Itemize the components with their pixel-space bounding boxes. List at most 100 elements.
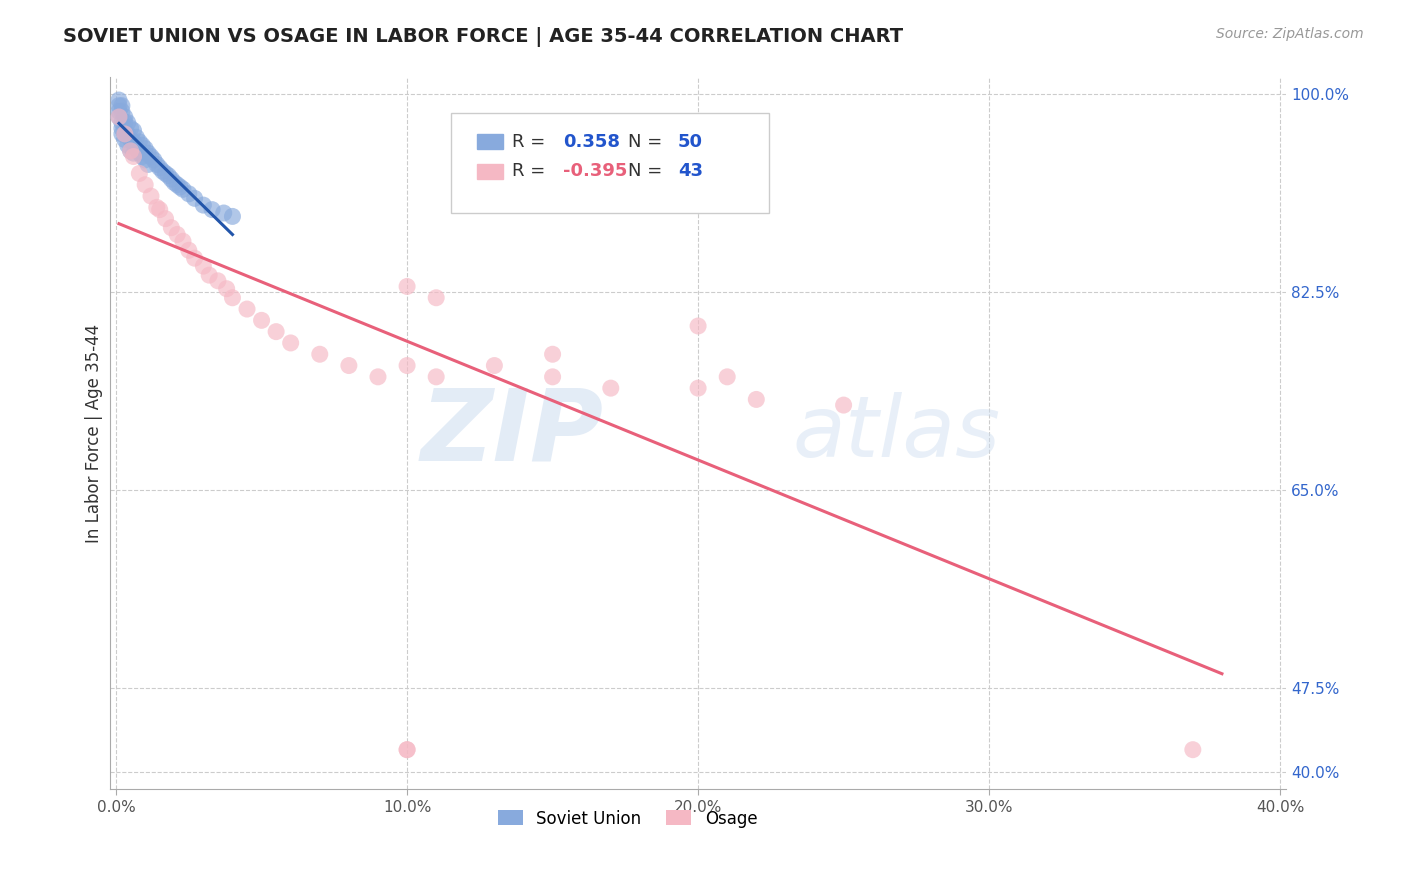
Point bbox=[136, 157, 159, 171]
Point bbox=[155, 211, 177, 226]
Bar bbox=[477, 134, 503, 149]
Text: Source: ZipAtlas.com: Source: ZipAtlas.com bbox=[1216, 27, 1364, 41]
Point bbox=[120, 144, 142, 158]
Point bbox=[250, 313, 273, 327]
Point bbox=[1181, 742, 1204, 756]
Point bbox=[108, 104, 131, 119]
Point bbox=[134, 178, 156, 192]
Point bbox=[367, 369, 389, 384]
Point bbox=[160, 220, 183, 235]
Point bbox=[139, 189, 162, 203]
Y-axis label: In Labor Force | Age 35-44: In Labor Force | Age 35-44 bbox=[86, 324, 103, 543]
Point bbox=[120, 144, 142, 158]
Point bbox=[111, 98, 134, 112]
Text: atlas: atlas bbox=[792, 392, 1000, 475]
Point bbox=[193, 198, 215, 212]
Text: 43: 43 bbox=[678, 162, 703, 180]
Text: ZIP: ZIP bbox=[420, 384, 605, 482]
Point bbox=[177, 244, 200, 258]
Text: N =: N = bbox=[627, 162, 668, 180]
Point bbox=[236, 301, 259, 316]
Point bbox=[136, 146, 159, 161]
Point bbox=[155, 166, 177, 180]
Point bbox=[599, 381, 621, 395]
Point bbox=[108, 93, 131, 107]
Point bbox=[146, 157, 169, 171]
Point bbox=[111, 121, 134, 136]
Point bbox=[117, 138, 139, 153]
Point bbox=[122, 149, 145, 163]
Point bbox=[198, 268, 221, 282]
Point bbox=[142, 153, 165, 167]
Point bbox=[541, 347, 564, 361]
Point bbox=[280, 335, 302, 350]
Point bbox=[172, 234, 194, 248]
Point bbox=[716, 369, 738, 384]
Point bbox=[139, 149, 162, 163]
Bar bbox=[477, 163, 503, 179]
Text: R =: R = bbox=[512, 162, 557, 180]
Point bbox=[128, 135, 150, 149]
Point bbox=[183, 191, 205, 205]
Text: 50: 50 bbox=[678, 133, 703, 151]
Point bbox=[134, 142, 156, 156]
Point bbox=[396, 359, 419, 373]
Text: -0.395: -0.395 bbox=[562, 162, 627, 180]
Point bbox=[212, 206, 235, 220]
Point bbox=[108, 110, 131, 124]
Point bbox=[264, 325, 287, 339]
Point bbox=[832, 398, 855, 412]
Point bbox=[114, 110, 136, 124]
Point bbox=[111, 104, 134, 119]
Point bbox=[149, 161, 172, 175]
Point bbox=[221, 291, 243, 305]
Point bbox=[215, 282, 238, 296]
Point bbox=[131, 138, 153, 153]
Point bbox=[221, 210, 243, 224]
Point bbox=[745, 392, 768, 407]
Point bbox=[149, 202, 172, 217]
Point bbox=[396, 742, 419, 756]
Point bbox=[128, 166, 150, 180]
Point bbox=[425, 369, 447, 384]
Point bbox=[117, 127, 139, 141]
Point bbox=[169, 180, 191, 194]
Point bbox=[114, 115, 136, 129]
Point bbox=[541, 369, 564, 384]
Point bbox=[114, 127, 136, 141]
Point bbox=[308, 347, 330, 361]
Point bbox=[146, 200, 169, 214]
FancyBboxPatch shape bbox=[451, 113, 769, 212]
Point bbox=[131, 149, 153, 163]
Point bbox=[128, 146, 150, 161]
Point bbox=[163, 176, 186, 190]
Point bbox=[177, 186, 200, 201]
Point bbox=[688, 318, 710, 333]
Point bbox=[337, 359, 360, 373]
Text: N =: N = bbox=[627, 133, 668, 151]
Point bbox=[484, 359, 506, 373]
Point bbox=[111, 127, 134, 141]
Point bbox=[122, 146, 145, 161]
Point bbox=[122, 135, 145, 149]
Point bbox=[134, 153, 156, 167]
Point bbox=[207, 274, 229, 288]
Point bbox=[114, 127, 136, 141]
Point bbox=[125, 142, 148, 156]
Point bbox=[166, 178, 188, 192]
Text: 0.358: 0.358 bbox=[562, 133, 620, 151]
Point bbox=[193, 259, 215, 273]
Point bbox=[201, 202, 224, 217]
Point bbox=[396, 279, 419, 293]
Point bbox=[396, 742, 419, 756]
Point bbox=[120, 132, 142, 146]
Point bbox=[166, 227, 188, 242]
Point bbox=[183, 251, 205, 265]
Point bbox=[425, 291, 447, 305]
Text: SOVIET UNION VS OSAGE IN LABOR FORCE | AGE 35-44 CORRELATION CHART: SOVIET UNION VS OSAGE IN LABOR FORCE | A… bbox=[63, 27, 904, 46]
Point bbox=[117, 115, 139, 129]
Point bbox=[108, 98, 131, 112]
Point bbox=[122, 123, 145, 137]
Point bbox=[114, 132, 136, 146]
Point bbox=[152, 164, 174, 178]
